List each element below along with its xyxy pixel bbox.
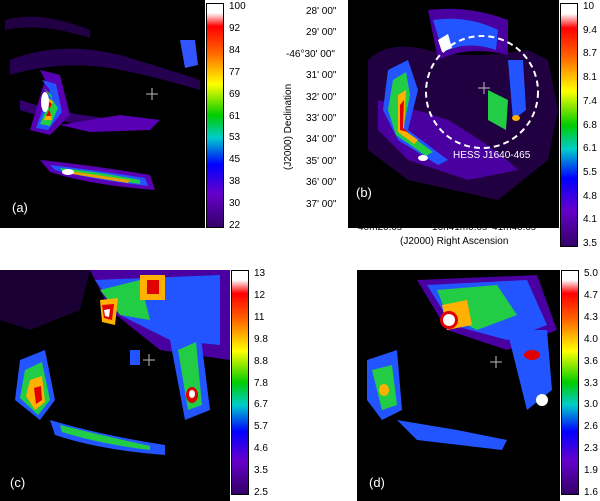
colorbar-tick-label: 69: [229, 88, 241, 100]
colorbar-tick-label: 2.5: [254, 487, 268, 498]
hess-annotation: HESS J1640-465: [453, 150, 531, 161]
colorbar-tick-label: 100: [229, 1, 246, 12]
colorbar-tick-label: 3.6: [584, 355, 598, 367]
colorbar-tick-label: 10: [583, 1, 595, 12]
panel-a-label: (a): [12, 200, 28, 215]
colorbar-tick-label: 7.4: [583, 95, 597, 107]
colorbar-tick-label: 9.8: [254, 333, 268, 345]
panel-b-image: (b) HESS J1640-465: [348, 0, 559, 228]
colorbar-tick-label: 1.9: [584, 465, 598, 477]
panel-b-colorbar: [560, 3, 578, 247]
dec-tick-label: 32' 00": [306, 91, 337, 103]
colorbar-tick-label: 5.7: [254, 421, 268, 433]
panel-d-label: (d): [369, 475, 385, 490]
panel-a-colorbar: [206, 3, 224, 228]
colorbar-tick-label: 2.6: [584, 421, 598, 433]
colorbar-tick-label: 3.5: [583, 238, 597, 249]
panel-c-marker: [143, 354, 155, 366]
colorbar-tick-label: 9.4: [583, 24, 597, 36]
colorbar-tick-label: 2.3: [584, 443, 598, 455]
panel-a-marker: [146, 88, 158, 100]
colorbar-tick-label: 4.3: [584, 311, 598, 323]
colorbar-tick-label: 4.7: [584, 289, 598, 301]
ra-tick-label: 16h41m0.0s: [432, 222, 488, 233]
panel-d-colorbar: [561, 270, 579, 495]
dec-tick-label: 36' 00": [306, 177, 337, 189]
colorbar-tick-label: 6.1: [583, 143, 597, 155]
panel-c-colorbar: [231, 270, 249, 495]
colorbar-tick-label: 7.8: [254, 377, 268, 389]
colorbar-tick-label: 45: [229, 154, 241, 166]
panel-d-emission-map: [367, 275, 557, 450]
colorbar-tick-label: 8.8: [254, 355, 268, 367]
colorbar-tick-label: 92: [229, 22, 241, 34]
panel-c-image: (c): [0, 270, 230, 501]
panel-a-image: (a): [0, 0, 205, 228]
colorbar-tick-label: 84: [229, 44, 241, 56]
dec-tick-label: 35' 00": [306, 155, 337, 167]
colorbar-tick-label: 30: [229, 198, 241, 210]
colorbar-tick-label: 5.0: [584, 268, 598, 279]
panel-b-label: (b): [356, 185, 372, 200]
colorbar-tick-label: 11: [254, 311, 265, 323]
colorbar-tick-label: 61: [229, 110, 241, 122]
colorbar-tick-label: 3.0: [584, 399, 598, 411]
dec-tick-label: 34' 00": [306, 134, 337, 146]
colorbar-tick-label: 4.8: [583, 190, 597, 202]
colorbar-tick-label: 3.5: [254, 465, 268, 477]
colorbar-tick-label: 6.8: [583, 119, 597, 131]
dec-tick-label: 31' 00": [306, 70, 337, 82]
colorbar-tick-label: 4.6: [254, 443, 268, 455]
colorbar-tick-label: 5.5: [583, 166, 597, 178]
colorbar-tick-label: 53: [229, 132, 241, 144]
colorbar-tick-label: 4.0: [584, 333, 598, 345]
panel-d-image: (d): [357, 270, 560, 501]
colorbar-tick-label: 6.7: [254, 399, 268, 411]
colorbar-tick-label: 1.6: [584, 487, 598, 498]
dec-tick-label: -46°30' 00": [286, 48, 335, 60]
panel-b-emission-map: [368, 8, 558, 201]
panel-c-label: (c): [10, 475, 26, 490]
colorbar-tick-label: 4.1: [583, 214, 597, 226]
dec-tick-label: 33' 00": [306, 113, 337, 124]
colorbar-tick-label: 13: [254, 268, 266, 279]
dec-axis-label: (J2000) Declination: [283, 83, 294, 170]
panel-a-emission-map: [5, 16, 200, 190]
hess-region-circle: [425, 35, 539, 149]
panel-c-emission-map: [0, 270, 230, 455]
colorbar-tick-label: 8.1: [583, 72, 597, 84]
colorbar-tick-label: 12: [254, 289, 266, 301]
colorbar-tick-label: 22: [229, 220, 241, 231]
colorbar-tick-label: 3.3: [584, 377, 598, 389]
ra-tick-label: 40m20.0s: [358, 222, 402, 233]
panel-b-marker: [478, 82, 490, 94]
panel-d-marker: [490, 356, 502, 368]
dec-tick-label: 28' 00": [306, 6, 337, 17]
dec-tick-label: 37' 00": [306, 198, 337, 210]
colorbar-tick-label: 77: [229, 66, 241, 78]
ra-axis-label: (J2000) Right Ascension: [400, 236, 509, 247]
dec-tick-label: 29' 00": [306, 27, 337, 39]
colorbar-tick-label: 38: [229, 176, 241, 188]
ra-tick-label: 41m40.0s: [492, 222, 536, 233]
colorbar-tick-label: 8.7: [583, 48, 597, 60]
